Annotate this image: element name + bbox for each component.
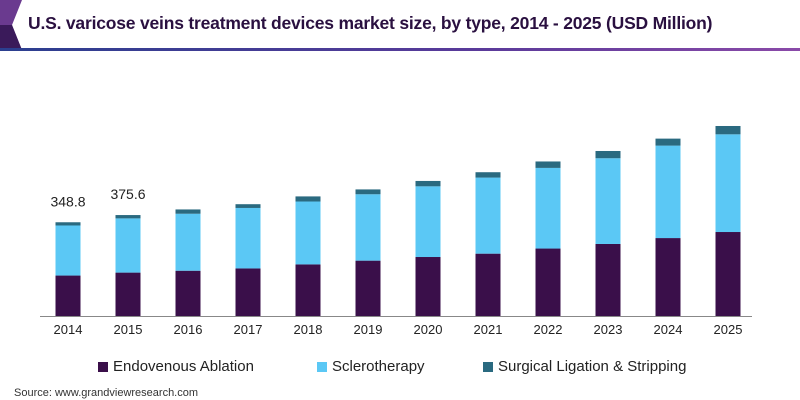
legend-swatch [98,361,108,372]
legend-item-surgical: Surgical Ligation & Stripping [483,358,686,375]
x-tick-label: 2020 [414,322,443,337]
source-note: Source: www.grandviewresearch.com [14,387,199,399]
bar-segment-endovenous-ablation [235,268,261,316]
header-accent [0,0,22,50]
bar-segment-endovenous-ablation [535,248,561,316]
bar-segment-surgical-ligation-stripping [535,161,561,168]
bar-segment-surgical-ligation-stripping [295,196,321,202]
bar-segment-sclerotherapy [715,134,741,233]
legend-item-endovenous: Endovenous Ablation [98,358,254,375]
bar-segment-surgical-ligation-stripping [115,215,141,219]
bar-segment-endovenous-ablation [295,264,321,316]
bar-segment-surgical-ligation-stripping [595,150,621,159]
x-tick-label: 2022 [534,322,563,337]
x-tick-label: 2025 [714,322,743,337]
x-tick-label: 2016 [174,322,203,337]
bar-segment-surgical-ligation-stripping [55,222,81,226]
data-label: 375.6 [110,186,145,202]
bar-segment-surgical-ligation-stripping [475,172,501,178]
data-label: 348.8 [50,193,85,209]
x-tick-label: 2024 [654,322,683,337]
legend-swatch [317,361,327,372]
x-tick-label: 2019 [354,322,383,337]
bar-segment-sclerotherapy [235,207,261,269]
x-tick-label: 2018 [294,322,323,337]
bar-segment-sclerotherapy [55,225,81,276]
bar-segment-surgical-ligation-stripping [235,204,261,208]
chart-title: U.S. varicose veins treatment devices ma… [28,13,713,33]
x-tick-label: 2023 [594,322,623,337]
bar-segment-endovenous-ablation [595,243,621,316]
bar-segment-endovenous-ablation [115,272,141,316]
bar-segment-sclerotherapy [355,194,381,261]
bar-segment-endovenous-ablation [715,232,741,316]
legend-label: Surgical Ligation & Stripping [498,358,687,375]
bar-segment-surgical-ligation-stripping [715,125,741,135]
bar-segment-sclerotherapy [595,158,621,244]
bar-segment-sclerotherapy [415,186,441,258]
bar-segment-surgical-ligation-stripping [655,138,681,146]
x-tick-label: 2021 [474,322,503,337]
bar-segment-endovenous-ablation [475,253,501,316]
x-tick-label: 2015 [114,322,143,337]
bar-segment-sclerotherapy [655,145,681,239]
bar-segment-sclerotherapy [295,201,321,265]
bar-segment-endovenous-ablation [175,270,201,316]
legend-swatch [483,361,493,372]
bar-segment-sclerotherapy [475,177,501,254]
legend-item-sclerotherapy: Sclerotherapy [317,358,425,375]
bar-segment-endovenous-ablation [55,275,81,316]
x-tick-label: 2014 [54,322,83,337]
bar-segment-endovenous-ablation [355,260,381,316]
bar-segment-endovenous-ablation [655,238,681,316]
x-tick-label: 2017 [234,322,263,337]
bar-segment-sclerotherapy [535,167,561,249]
legend-label: Sclerotherapy [332,358,425,375]
bar-segment-surgical-ligation-stripping [415,180,441,187]
bar-segment-sclerotherapy [175,213,201,271]
header-underline [0,48,800,51]
bar-segment-surgical-ligation-stripping [175,209,201,214]
bar-segment-sclerotherapy [115,218,141,273]
bar-segment-surgical-ligation-stripping [355,189,381,195]
bar-segment-endovenous-ablation [415,257,441,316]
legend-label: Endovenous Ablation [113,358,254,375]
